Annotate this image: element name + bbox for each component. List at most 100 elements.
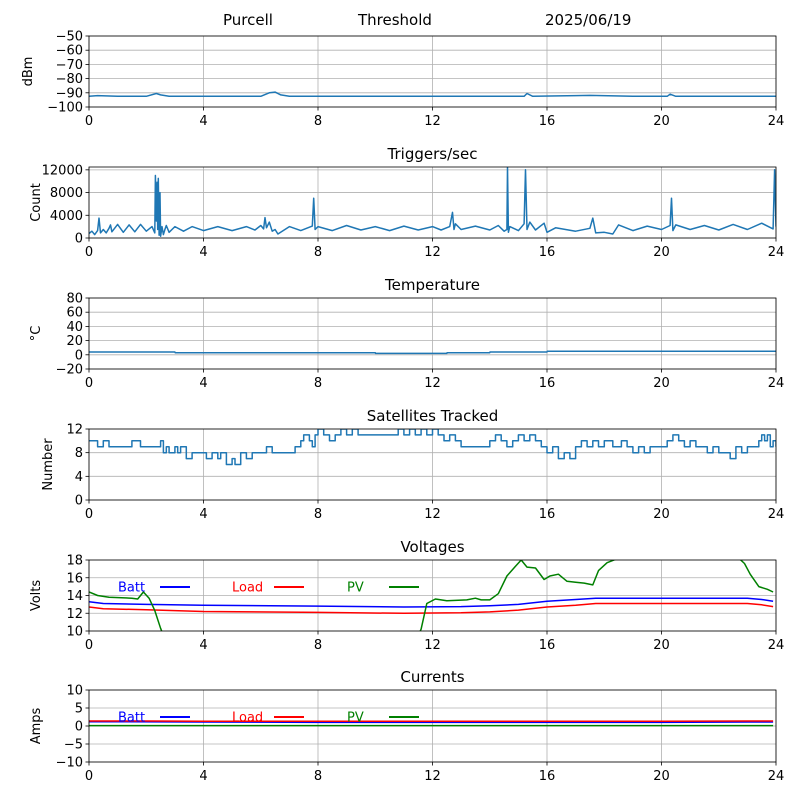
- y-tick-label: 0: [75, 348, 83, 363]
- y-tick-label: 12: [66, 607, 83, 622]
- x-tick-label: 4: [199, 507, 207, 522]
- x-tick-label: 12: [424, 245, 441, 260]
- chart-title: Temperature: [384, 276, 480, 294]
- panel-satellites: 0 4 8 12 16 20 24 0 4 8 12 Satellites Tracked Number: [41, 407, 784, 522]
- series-line-batt: [89, 597, 774, 608]
- panel-voltages: 0 4 8 12 16 20 24 10 12 14 16 18 Voltages Volts Batt Lo…: [29, 538, 784, 653]
- y-tick-label: −80: [56, 72, 83, 87]
- x-tick-label: 8: [314, 769, 322, 784]
- x-tick-label: 20: [653, 769, 670, 784]
- x-tick-label: 20: [653, 376, 670, 391]
- panel-currents: 0 4 8 12 16 20 24 −10 −5 0 5 10 Currents Amps Batt Load…: [29, 668, 784, 784]
- x-tick-label: 8: [314, 245, 322, 260]
- chart-title: Satellites Tracked: [367, 407, 498, 425]
- x-tick-label: 8: [314, 638, 322, 653]
- x-tick-label: 12: [424, 638, 441, 653]
- x-tick-label: 0: [85, 769, 93, 784]
- series-line-satellites: [89, 429, 776, 466]
- series-line-pv: [89, 560, 774, 631]
- panel-triggers: 0 4 8 12 16 20 24 0 4000 8000 12000 Triggers/sec Cou…: [29, 145, 784, 260]
- y-axis-label: °C: [29, 326, 44, 342]
- legend-label-pv: PV: [347, 581, 364, 596]
- x-tick-label: 16: [539, 638, 556, 653]
- x-tick-label: 24: [768, 769, 785, 784]
- x-tick-label: 24: [768, 114, 785, 129]
- x-tick-label: 12: [424, 114, 441, 129]
- x-tick-label: 4: [199, 376, 207, 391]
- legend-label-pv: PV: [347, 711, 364, 726]
- y-tick-label: 12000: [42, 163, 83, 178]
- header-station: Purcell: [223, 11, 273, 29]
- x-tick-label: 16: [539, 114, 556, 129]
- panel-threshold: 0 4 8 12 16 20 24 −100−90−80−70−60−50 dBm: [21, 30, 784, 130]
- y-tick-label: 0: [75, 232, 83, 247]
- y-tick-label: 8000: [50, 186, 83, 201]
- header-date: 2025/06/19: [545, 11, 632, 29]
- x-tick-label: 12: [424, 507, 441, 522]
- header-mode: Threshold: [358, 11, 432, 29]
- y-tick-label: 18: [66, 554, 83, 569]
- x-tick-label: 4: [199, 114, 207, 129]
- y-tick-label: −100: [47, 101, 83, 116]
- y-tick-label: −10: [56, 756, 83, 771]
- y-tick-label: 16: [66, 571, 83, 586]
- x-tick-label: 12: [424, 769, 441, 784]
- y-tick-label: 0: [75, 720, 83, 735]
- y-tick-label: −60: [56, 44, 83, 59]
- y-tick-label: 0: [75, 494, 83, 509]
- y-tick-label: 20: [66, 334, 83, 349]
- x-tick-label: 24: [768, 638, 785, 653]
- chart-title: Currents: [400, 668, 464, 686]
- y-tick-label: 4: [75, 470, 83, 485]
- y-axis-label: Count: [29, 183, 44, 222]
- chart-title: Triggers/sec: [387, 145, 478, 163]
- y-tick-label: −70: [56, 58, 83, 73]
- y-tick-label: 12: [66, 423, 83, 438]
- x-tick-label: 4: [199, 638, 207, 653]
- y-axis-label: Number: [41, 438, 56, 491]
- x-tick-label: 8: [314, 114, 322, 129]
- series-line-triggers: [89, 167, 776, 238]
- x-tick-label: 0: [85, 114, 93, 129]
- y-tick-label: 60: [66, 306, 83, 321]
- y-tick-label: 4000: [50, 209, 83, 224]
- y-tick-label: 40: [66, 320, 83, 335]
- x-tick-label: 20: [653, 245, 670, 260]
- x-tick-label: 12: [424, 376, 441, 391]
- x-tick-label: 24: [768, 245, 785, 260]
- legend-label-batt: Batt: [118, 711, 145, 726]
- y-tick-label: −50: [56, 30, 83, 45]
- x-tick-label: 4: [199, 245, 207, 260]
- x-tick-label: 4: [199, 769, 207, 784]
- y-tick-label: 80: [66, 292, 83, 307]
- y-axis-label: Volts: [29, 580, 44, 612]
- x-tick-label: 0: [85, 507, 93, 522]
- y-axis-label: Amps: [29, 707, 44, 744]
- chart-title: Voltages: [400, 538, 464, 556]
- x-tick-label: 8: [314, 507, 322, 522]
- x-tick-label: 16: [539, 376, 556, 391]
- y-tick-label: 14: [66, 589, 83, 604]
- legend-label-load: Load: [232, 711, 263, 726]
- y-tick-label: 5: [75, 702, 83, 717]
- x-tick-label: 24: [768, 376, 785, 391]
- legend-label-batt: Batt: [118, 581, 145, 596]
- x-tick-label: 0: [85, 638, 93, 653]
- y-axis-label: dBm: [21, 57, 36, 87]
- series-line-temperature: [89, 350, 776, 355]
- series-line-load: [89, 602, 774, 615]
- x-tick-label: 0: [85, 376, 93, 391]
- y-tick-label: 8: [75, 446, 83, 461]
- y-tick-label: −90: [56, 86, 83, 101]
- y-tick-label: 10: [66, 684, 83, 699]
- x-tick-label: 24: [768, 507, 785, 522]
- x-tick-label: 20: [653, 114, 670, 129]
- legend-label-load: Load: [232, 581, 263, 596]
- x-tick-label: 16: [539, 245, 556, 260]
- x-tick-label: 0: [85, 245, 93, 260]
- y-tick-label: 10: [66, 625, 83, 640]
- x-tick-label: 16: [539, 507, 556, 522]
- x-tick-label: 16: [539, 769, 556, 784]
